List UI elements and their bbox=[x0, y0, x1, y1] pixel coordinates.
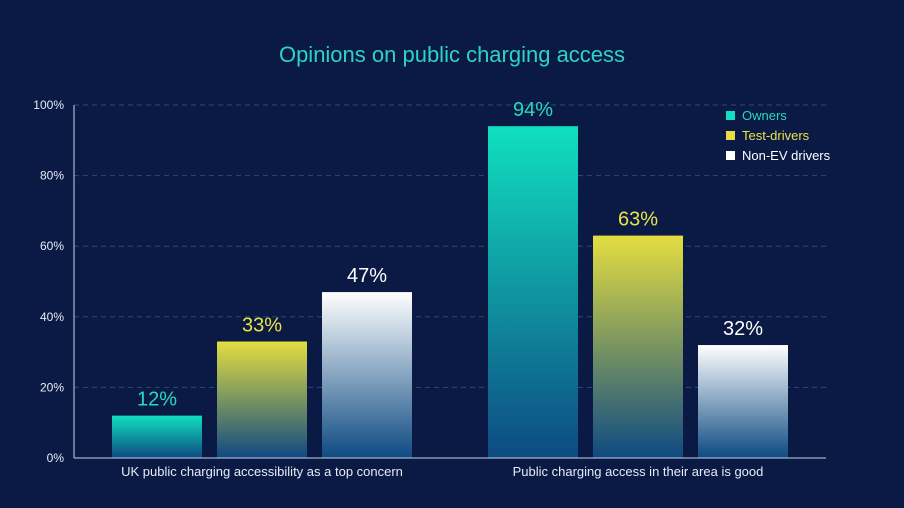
bar-non_ev-1 bbox=[698, 345, 788, 458]
y-tick-label: 80% bbox=[40, 169, 64, 183]
x-tick-label-1: Public charging access in their area is … bbox=[513, 464, 764, 479]
legend-swatch-non_ev bbox=[726, 151, 735, 160]
legend-label-owners: Owners bbox=[742, 108, 787, 123]
legend-label-non_ev: Non-EV drivers bbox=[742, 148, 831, 163]
bar-owners-1 bbox=[488, 126, 578, 459]
bar-value-labels: 12% 33% 47% 94% 63% 32% bbox=[137, 99, 763, 410]
bar-value-label-test_drivers-1: 63% bbox=[618, 209, 658, 231]
bar-value-label-non_ev-0: 47% bbox=[347, 265, 387, 287]
x-tick-label-0: UK public charging accessibility as a to… bbox=[121, 464, 403, 479]
bars bbox=[112, 126, 788, 459]
y-tick-label: 40% bbox=[40, 310, 64, 324]
bar-test_drivers-1 bbox=[593, 235, 683, 458]
bar-non_ev-0 bbox=[322, 292, 412, 458]
y-tick-label: 100% bbox=[33, 98, 64, 112]
legend: Owners Test-drivers Non-EV drivers bbox=[726, 108, 831, 163]
bar-value-label-test_drivers-0: 33% bbox=[242, 315, 282, 337]
bar-owners-0 bbox=[112, 415, 202, 458]
legend-swatch-test_drivers bbox=[726, 131, 735, 140]
bar-value-label-non_ev-1: 32% bbox=[723, 318, 763, 340]
y-tick-label: 60% bbox=[40, 239, 64, 253]
bar-value-label-owners-1: 94% bbox=[513, 99, 553, 121]
bar-value-label-owners-0: 12% bbox=[137, 389, 177, 411]
y-tick-label: 20% bbox=[40, 380, 64, 394]
legend-label-test_drivers: Test-drivers bbox=[742, 128, 810, 143]
x-axis-category-labels: UK public charging accessibility as a to… bbox=[121, 464, 763, 479]
y-axis-ticks: 0% 20% 40% 60% 80% 100% bbox=[33, 98, 64, 465]
legend-swatch-owners bbox=[726, 111, 735, 120]
y-tick-label: 0% bbox=[47, 451, 65, 465]
bar-test_drivers-0 bbox=[217, 341, 307, 458]
chart-title: Opinions on public charging access bbox=[279, 42, 625, 67]
